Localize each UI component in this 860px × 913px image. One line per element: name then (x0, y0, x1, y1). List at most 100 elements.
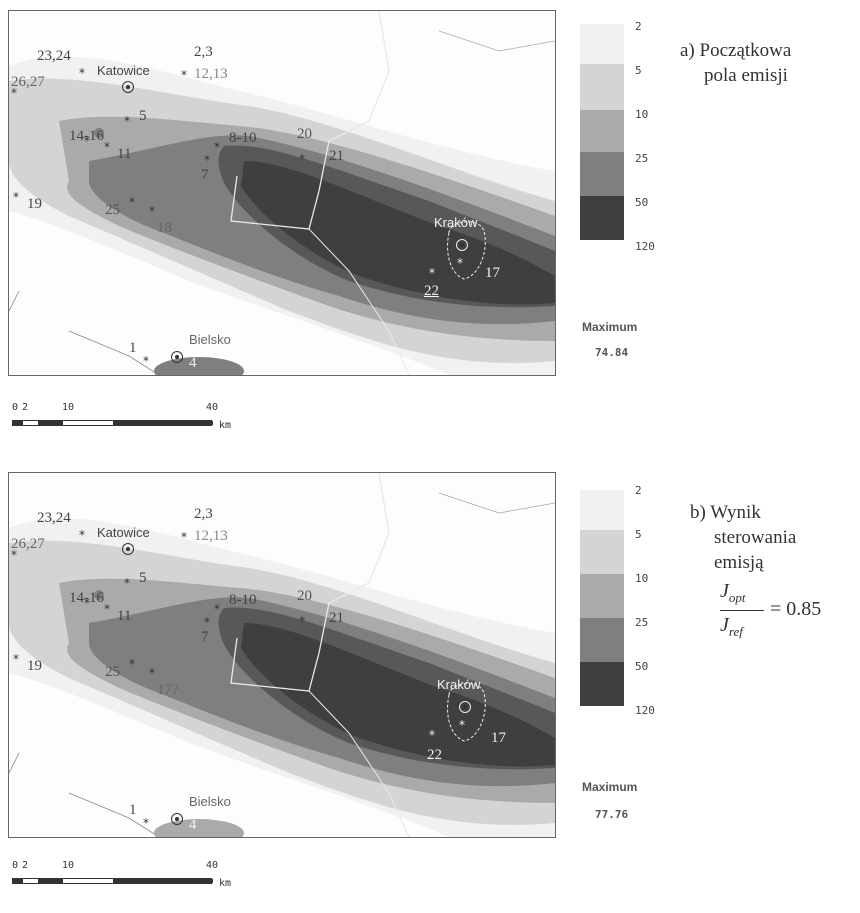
caption-line: Wynik (710, 502, 761, 523)
source-marker: * (79, 66, 85, 80)
source-marker: * (84, 596, 90, 610)
city-krakow: Kraków (434, 215, 478, 230)
band-120-a (241, 161, 555, 305)
source-marker: * (11, 548, 17, 562)
bielsko-blob-b (154, 819, 244, 837)
scale-unit: km (219, 420, 232, 431)
boundary-line-2-a (308, 228, 410, 375)
source-marker: * (84, 134, 90, 148)
label-5: 5 (139, 108, 147, 124)
label-25: 25 (105, 664, 120, 680)
label-8-10: 8-10 (229, 130, 257, 146)
city-symbol-katowice (122, 543, 134, 555)
formula-denominator-sub: ref (728, 624, 743, 639)
label-12-13: 12,13 (194, 66, 228, 82)
city-bielsko: Bielsko (189, 332, 231, 347)
panel-b: 23,24 * Katowice 2,3 * 12,13 * 26,27 * 5… (0, 462, 860, 913)
scale-unit: km (219, 878, 232, 889)
label-19: 19 (27, 658, 42, 674)
road-line-a (68, 330, 160, 375)
scale-tick: 40 (206, 402, 219, 413)
caption-line: emisją (714, 552, 764, 573)
label-20: 20 (297, 588, 312, 604)
label-2-3: 2,3 (194, 506, 213, 522)
bielsko-blob-a (154, 357, 244, 375)
source-marker: * (429, 728, 435, 742)
scale-bar-a: 0 2 10 40 km (12, 402, 262, 438)
city-katowice: Katowice (97, 525, 150, 540)
legend-level: 120 (635, 704, 655, 717)
scale-tick: 2 (22, 402, 29, 413)
label-14-16: 14-16 (69, 590, 104, 606)
label-20: 20 (297, 126, 312, 142)
maximum-value: 74.84 (595, 346, 629, 359)
city-krakow: Kraków (437, 677, 481, 692)
label-23-24: 23,24 (37, 510, 71, 526)
formula-numerator-sub: opt (728, 590, 746, 605)
caption-b: b) Wynik sterowania emisją (690, 500, 796, 575)
label-25: 25 (105, 202, 120, 218)
source-marker: * (104, 602, 110, 616)
krakow-outline-a (447, 221, 486, 280)
source-marker: * (13, 652, 19, 666)
caption-line: Początkowa (699, 40, 792, 61)
legend-a: 2 5 10 25 50 120 (575, 0, 655, 280)
source-marker: * (104, 140, 110, 154)
caption-letter: b) (690, 502, 706, 523)
source-marker: * (143, 816, 149, 830)
caption-line: pola emisji (704, 65, 788, 86)
boundary-line-a (230, 11, 390, 230)
city-bielsko: Bielsko (189, 794, 231, 809)
concentration-field-a (9, 11, 555, 375)
scale-tick: 40 (206, 860, 219, 871)
scale-tick: 0 (12, 402, 19, 413)
legend-b: 2 5 10 25 50 120 (575, 462, 655, 742)
source-marker: * (429, 266, 435, 280)
label-7: 7 (201, 167, 209, 183)
legend-level: 50 (635, 660, 649, 673)
caption-a: a) Początkowa pola emisji (680, 38, 791, 88)
city-symbol-bielsko (171, 813, 183, 825)
label-1: 1 (129, 340, 137, 356)
legend-block-2 (580, 490, 624, 530)
label-14-16: 14-16 (69, 128, 104, 144)
legend-block-50 (580, 196, 624, 240)
label-26-27: 26,27 (11, 74, 45, 90)
city-symbol-katowice (122, 81, 134, 93)
legend-block-10 (580, 574, 624, 618)
source-marker: * (457, 256, 463, 270)
source-marker: * (181, 530, 187, 544)
label-22: 22 (424, 283, 439, 299)
source-marker: * (149, 666, 155, 680)
city-symbol-bielsko (171, 351, 183, 363)
band-120-b (241, 623, 555, 767)
legend-block-25 (580, 152, 624, 196)
source-marker: * (181, 68, 187, 82)
source-marker: * (214, 140, 220, 154)
source-marker: * (214, 602, 220, 616)
label-17: 17 (491, 730, 506, 746)
label-4: 4 (189, 355, 197, 371)
label-1: 1 (129, 802, 137, 818)
label-8-10: 8-10 (229, 592, 257, 608)
source-marker: * (79, 528, 85, 542)
source-marker: * (204, 153, 210, 167)
concentration-field-b (9, 473, 555, 837)
emission-map-a: 23,24 * Katowice 2,3 * 12,13 * 26,27 * 5… (8, 10, 556, 376)
road-line-c-a (438, 30, 555, 52)
source-marker: * (129, 657, 135, 671)
label-12-13: 12,13 (194, 528, 228, 544)
label-19: 19 (27, 196, 42, 212)
formula-denominator: J (720, 614, 729, 636)
source-marker: * (459, 718, 465, 732)
emission-map-b: 23,24 * Katowice 2,3 * 12,13 * 26,27 * 5… (8, 472, 556, 838)
legend-block-25 (580, 618, 624, 662)
formula: Jopt Jref = 0.85 (720, 580, 860, 650)
krakow-outline-b (447, 683, 486, 742)
source-marker: * (11, 86, 17, 100)
legend-block-5 (580, 530, 624, 574)
source-marker: * (124, 576, 130, 590)
legend-block-50 (580, 662, 624, 706)
scale-tick: 10 (62, 402, 75, 413)
label-11: 11 (117, 608, 132, 624)
